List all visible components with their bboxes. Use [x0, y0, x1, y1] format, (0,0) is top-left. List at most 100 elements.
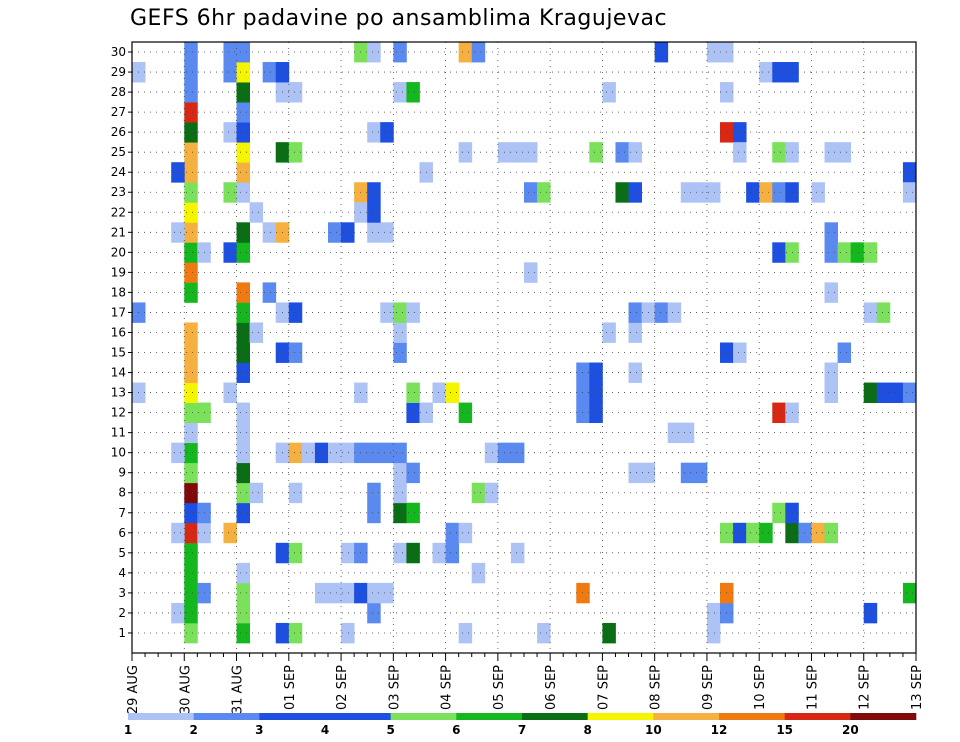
precip-cell [367, 202, 381, 223]
precip-cell [184, 202, 198, 223]
precip-cell [445, 542, 460, 564]
precip-cell [367, 122, 381, 143]
precip-cell [367, 502, 381, 524]
legend-label: 8 [583, 723, 591, 737]
precip-cell [824, 382, 838, 403]
precip-cell [184, 102, 198, 123]
x-tick-label: 05 SEP [492, 665, 507, 710]
precip-cell [223, 122, 237, 143]
precip-cell [288, 82, 303, 103]
precip-cell [341, 622, 355, 644]
precip-cell [184, 502, 198, 524]
precip-cell [602, 622, 616, 644]
precip-cell [458, 142, 473, 163]
x-tick-label: 02 SEP [335, 665, 350, 710]
precip-cell [262, 282, 277, 303]
y-tick-label: 23 [111, 185, 126, 199]
legend-layer: 1 2 3 4 5 6 7 8 10 12 15 20 [124, 713, 917, 737]
precip-cell [236, 342, 250, 363]
y-tick-label: 21 [111, 225, 126, 239]
precip-cell [576, 382, 590, 403]
precip-cell [223, 522, 237, 544]
precip-cell [184, 182, 198, 203]
precip-cell [236, 482, 250, 504]
y-tick-label: 7 [118, 506, 126, 520]
x-tick-label: 08 SEP [649, 665, 664, 710]
axis-layer: 1234567891011121314151617181920212223242… [111, 41, 925, 714]
precip-cell [393, 42, 407, 63]
precip-cell [733, 122, 747, 143]
precip-cell [236, 402, 250, 424]
precip-cell [759, 522, 773, 544]
precip-cell [406, 462, 420, 484]
precip-cell [628, 462, 642, 484]
precip-cell [367, 602, 381, 624]
y-tick-label: 8 [118, 486, 126, 500]
precip-cell [693, 182, 708, 203]
precip-cell [902, 582, 917, 604]
precip-cell [223, 382, 237, 403]
precip-cell [184, 342, 198, 363]
precip-cell [236, 582, 250, 604]
precip-cell [471, 42, 486, 63]
legend-swatch [784, 713, 851, 720]
y-tick-label: 30 [111, 45, 126, 59]
precip-cell [184, 142, 198, 163]
x-tick-label: 11 SEP [806, 665, 821, 710]
precip-cell [171, 162, 185, 183]
precip-cell [406, 402, 420, 424]
precip-cell [706, 602, 721, 624]
y-tick-label: 17 [111, 305, 126, 319]
legend-swatch [522, 713, 588, 720]
precip-cell [236, 62, 250, 83]
precip-cell [314, 582, 329, 604]
precip-cell [393, 82, 407, 103]
precip-cell [628, 302, 642, 323]
legend-label: 5 [386, 723, 394, 737]
precip-cell [406, 542, 420, 564]
precip-cell [236, 602, 250, 624]
precip-cell [876, 302, 891, 323]
legend-label: 10 [645, 723, 662, 737]
precip-cell [288, 542, 303, 564]
legend-label: 6 [452, 723, 460, 737]
precip-cell [236, 502, 250, 524]
precip-cell [772, 182, 786, 203]
y-tick-label: 12 [111, 406, 126, 420]
precip-cell [236, 222, 250, 243]
precip-cell [589, 362, 603, 383]
precip-cell [223, 242, 237, 263]
precip-cell [236, 242, 250, 263]
precip-cell [458, 622, 473, 644]
precip-cell [184, 442, 198, 464]
precip-cell [380, 122, 394, 143]
legend-swatch [390, 713, 457, 720]
precip-cell [510, 442, 525, 464]
precip-cell [393, 462, 407, 484]
x-tick-label: 04 SEP [440, 665, 455, 710]
precip-cell [236, 102, 250, 123]
precip-cell [236, 82, 250, 103]
precip-cell [393, 302, 407, 323]
y-tick-label: 27 [111, 105, 126, 119]
precip-cell [236, 562, 250, 584]
y-tick-label: 10 [111, 446, 126, 460]
precip-cell [288, 482, 303, 504]
precip-cell [824, 222, 838, 243]
y-tick-label: 28 [111, 85, 126, 99]
legend-swatch [456, 713, 523, 720]
precip-cell [171, 222, 185, 243]
legend-label: 1 [124, 723, 132, 737]
precip-cell [458, 42, 473, 63]
y-tick-label: 14 [111, 366, 126, 380]
legend-label: 3 [255, 723, 263, 737]
precip-cell [184, 522, 198, 544]
legend-swatch [193, 713, 260, 720]
y-tick-label: 9 [118, 466, 126, 480]
precip-cell [184, 402, 198, 424]
precip-cell [524, 182, 538, 203]
x-tick-label: 07 SEP [596, 665, 611, 710]
legend-label: 12 [711, 723, 728, 737]
precip-cell [301, 442, 316, 464]
